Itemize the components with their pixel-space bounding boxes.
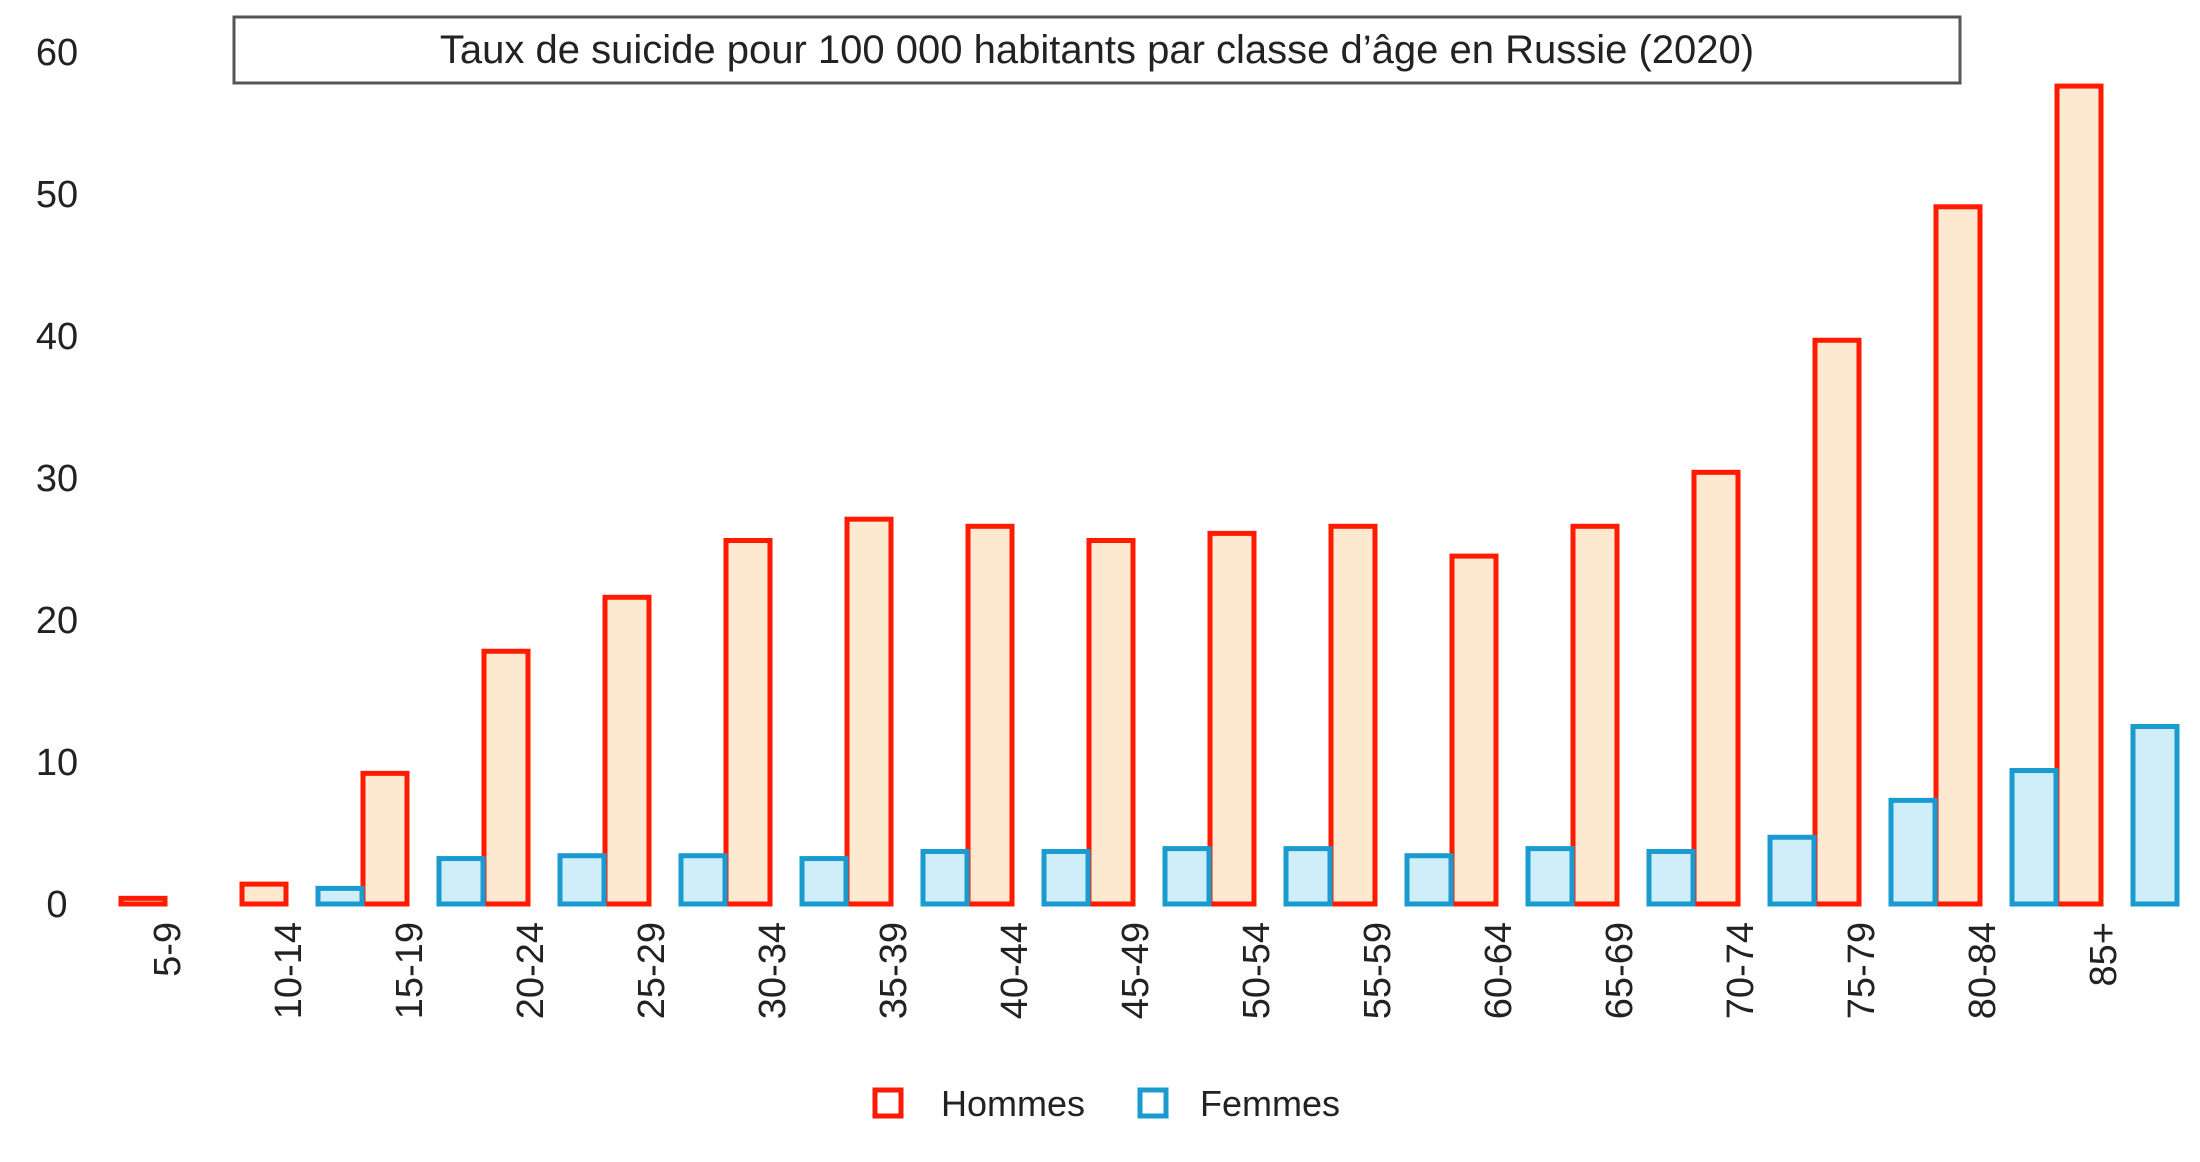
bar-hommes-45-49 (1086, 537, 1136, 907)
bar-hommes-5-9 (118, 895, 168, 907)
x-tick-label: 20-24 (510, 922, 552, 1019)
bar-femmes-70-74 (1767, 834, 1817, 907)
bar-femmes-35-39 (920, 848, 970, 907)
bar-femmes-40-44 (1041, 848, 1091, 907)
bar-hommes-40-44 (965, 523, 1015, 907)
bar-hommes-35-39 (844, 516, 894, 907)
x-tick-label: 30-34 (752, 922, 794, 1019)
bar-hommes-25-29 (602, 594, 652, 907)
bar-femmes-75-79 (1888, 797, 1938, 907)
title-box (232, 15, 1962, 85)
x-tick-label: 25-29 (631, 922, 673, 1019)
bar-femmes-20-24 (557, 853, 607, 907)
x-tick-label: 45-49 (1115, 922, 1157, 1019)
legend-label-femmes: Femmes (1200, 1083, 1340, 1124)
bar-hommes-85+ (2054, 83, 2104, 907)
y-tick-label: 10 (36, 742, 78, 784)
bar-hommes-15-19 (360, 770, 410, 907)
x-tick-label: 35-39 (873, 922, 915, 1019)
legend-swatch-hommes (872, 1087, 904, 1119)
bar-femmes-80-84 (2009, 768, 2059, 907)
bar-hommes-50-54 (1207, 530, 1257, 907)
chart-title: Taux de suicide pour 100 000 habitants p… (440, 28, 1754, 72)
bar-femmes-50-54 (1283, 846, 1333, 907)
bar-hommes-65-69 (1570, 523, 1620, 907)
bar-hommes-60-64 (1449, 553, 1499, 907)
y-tick-label: 20 (36, 600, 78, 642)
legend-swatch-femmes (1137, 1087, 1169, 1119)
bar-hommes-10-14 (239, 881, 289, 907)
x-tick-label: 5-9 (147, 922, 189, 977)
x-tick-label: 65-69 (1599, 922, 1641, 1019)
bar-femmes-45-49 (1162, 846, 1212, 907)
x-axis-ticks: 5-9 10-14 15-19 20-24 25-29 30-34 35-39 40-44 45… (147, 922, 2125, 1019)
x-tick-label: 85+ (2083, 922, 2125, 986)
x-tick-label: 40-44 (994, 922, 1036, 1019)
legend: Hommes Femmes (872, 1083, 1340, 1124)
y-tick-label: 50 (36, 174, 78, 216)
bar-femmes-25-29 (678, 853, 728, 907)
y-axis-ticks: 0 10 20 30 40 50 60 (36, 32, 78, 926)
bar-femmes-30-34 (799, 856, 849, 907)
bars (118, 83, 2180, 907)
x-tick-label: 75-79 (1841, 922, 1883, 1019)
bar-femmes-55-59 (1404, 853, 1454, 907)
bar-femmes-10-14 (315, 885, 365, 907)
bar-hommes-80-84 (1933, 204, 1983, 907)
x-tick-label: 70-74 (1720, 922, 1762, 1019)
bar-femmes-65-69 (1646, 848, 1696, 907)
y-tick-label: 60 (36, 32, 78, 74)
bar-hommes-70-74 (1691, 469, 1741, 907)
bar-femmes-60-64 (1525, 846, 1575, 907)
bar-hommes-75-79 (1812, 337, 1862, 907)
bar-hommes-30-34 (723, 537, 773, 907)
x-tick-label: 50-54 (1236, 922, 1278, 1019)
x-tick-label: 15-19 (389, 922, 431, 1019)
x-tick-label: 55-59 (1357, 922, 1399, 1019)
y-tick-label: 40 (36, 316, 78, 358)
bar-femmes-15-19 (436, 856, 486, 907)
y-tick-label: 30 (36, 458, 78, 500)
legend-label-hommes: Hommes (941, 1083, 1085, 1124)
x-tick-label: 80-84 (1962, 922, 2004, 1019)
bar-femmes-85+ (2130, 724, 2180, 907)
x-tick-label: 60-64 (1478, 922, 1520, 1019)
x-tick-label: 10-14 (268, 922, 310, 1019)
bar-hommes-55-59 (1328, 523, 1378, 907)
y-tick-label: 0 (46, 884, 67, 926)
bar-hommes-20-24 (481, 648, 531, 907)
